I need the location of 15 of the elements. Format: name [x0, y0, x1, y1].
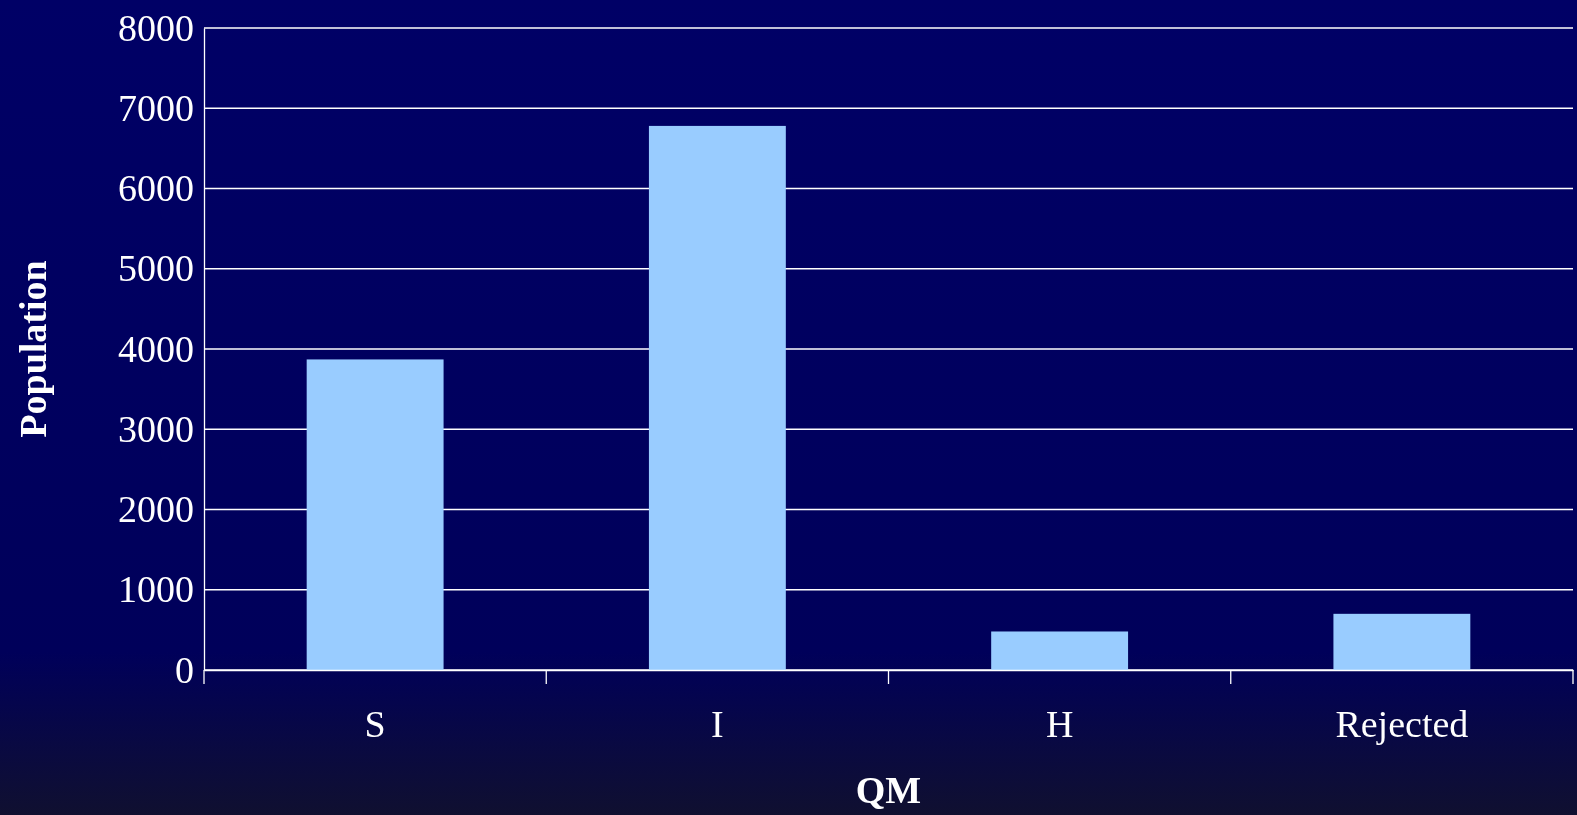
- x-tick-label: H: [1045, 702, 1074, 745]
- x-tick-label: Rejected: [1335, 702, 1469, 745]
- y-tick-label: 5000: [118, 247, 194, 290]
- y-tick-label: 6000: [118, 167, 194, 210]
- x-axis-title: QM: [855, 769, 922, 811]
- x-tick-label: I: [711, 702, 724, 745]
- y-axis-title: Population: [12, 260, 54, 438]
- y-tick-label: 7000: [118, 86, 194, 129]
- y-tick-label: 1000: [118, 568, 194, 611]
- y-tick-label: 4000: [118, 327, 194, 370]
- y-tick-label: 2000: [118, 488, 194, 531]
- y-tick-label: 0: [175, 648, 194, 691]
- x-tick-label: S: [364, 702, 386, 745]
- y-tick-label: 8000: [118, 6, 194, 49]
- y-tick-label: 3000: [118, 407, 194, 450]
